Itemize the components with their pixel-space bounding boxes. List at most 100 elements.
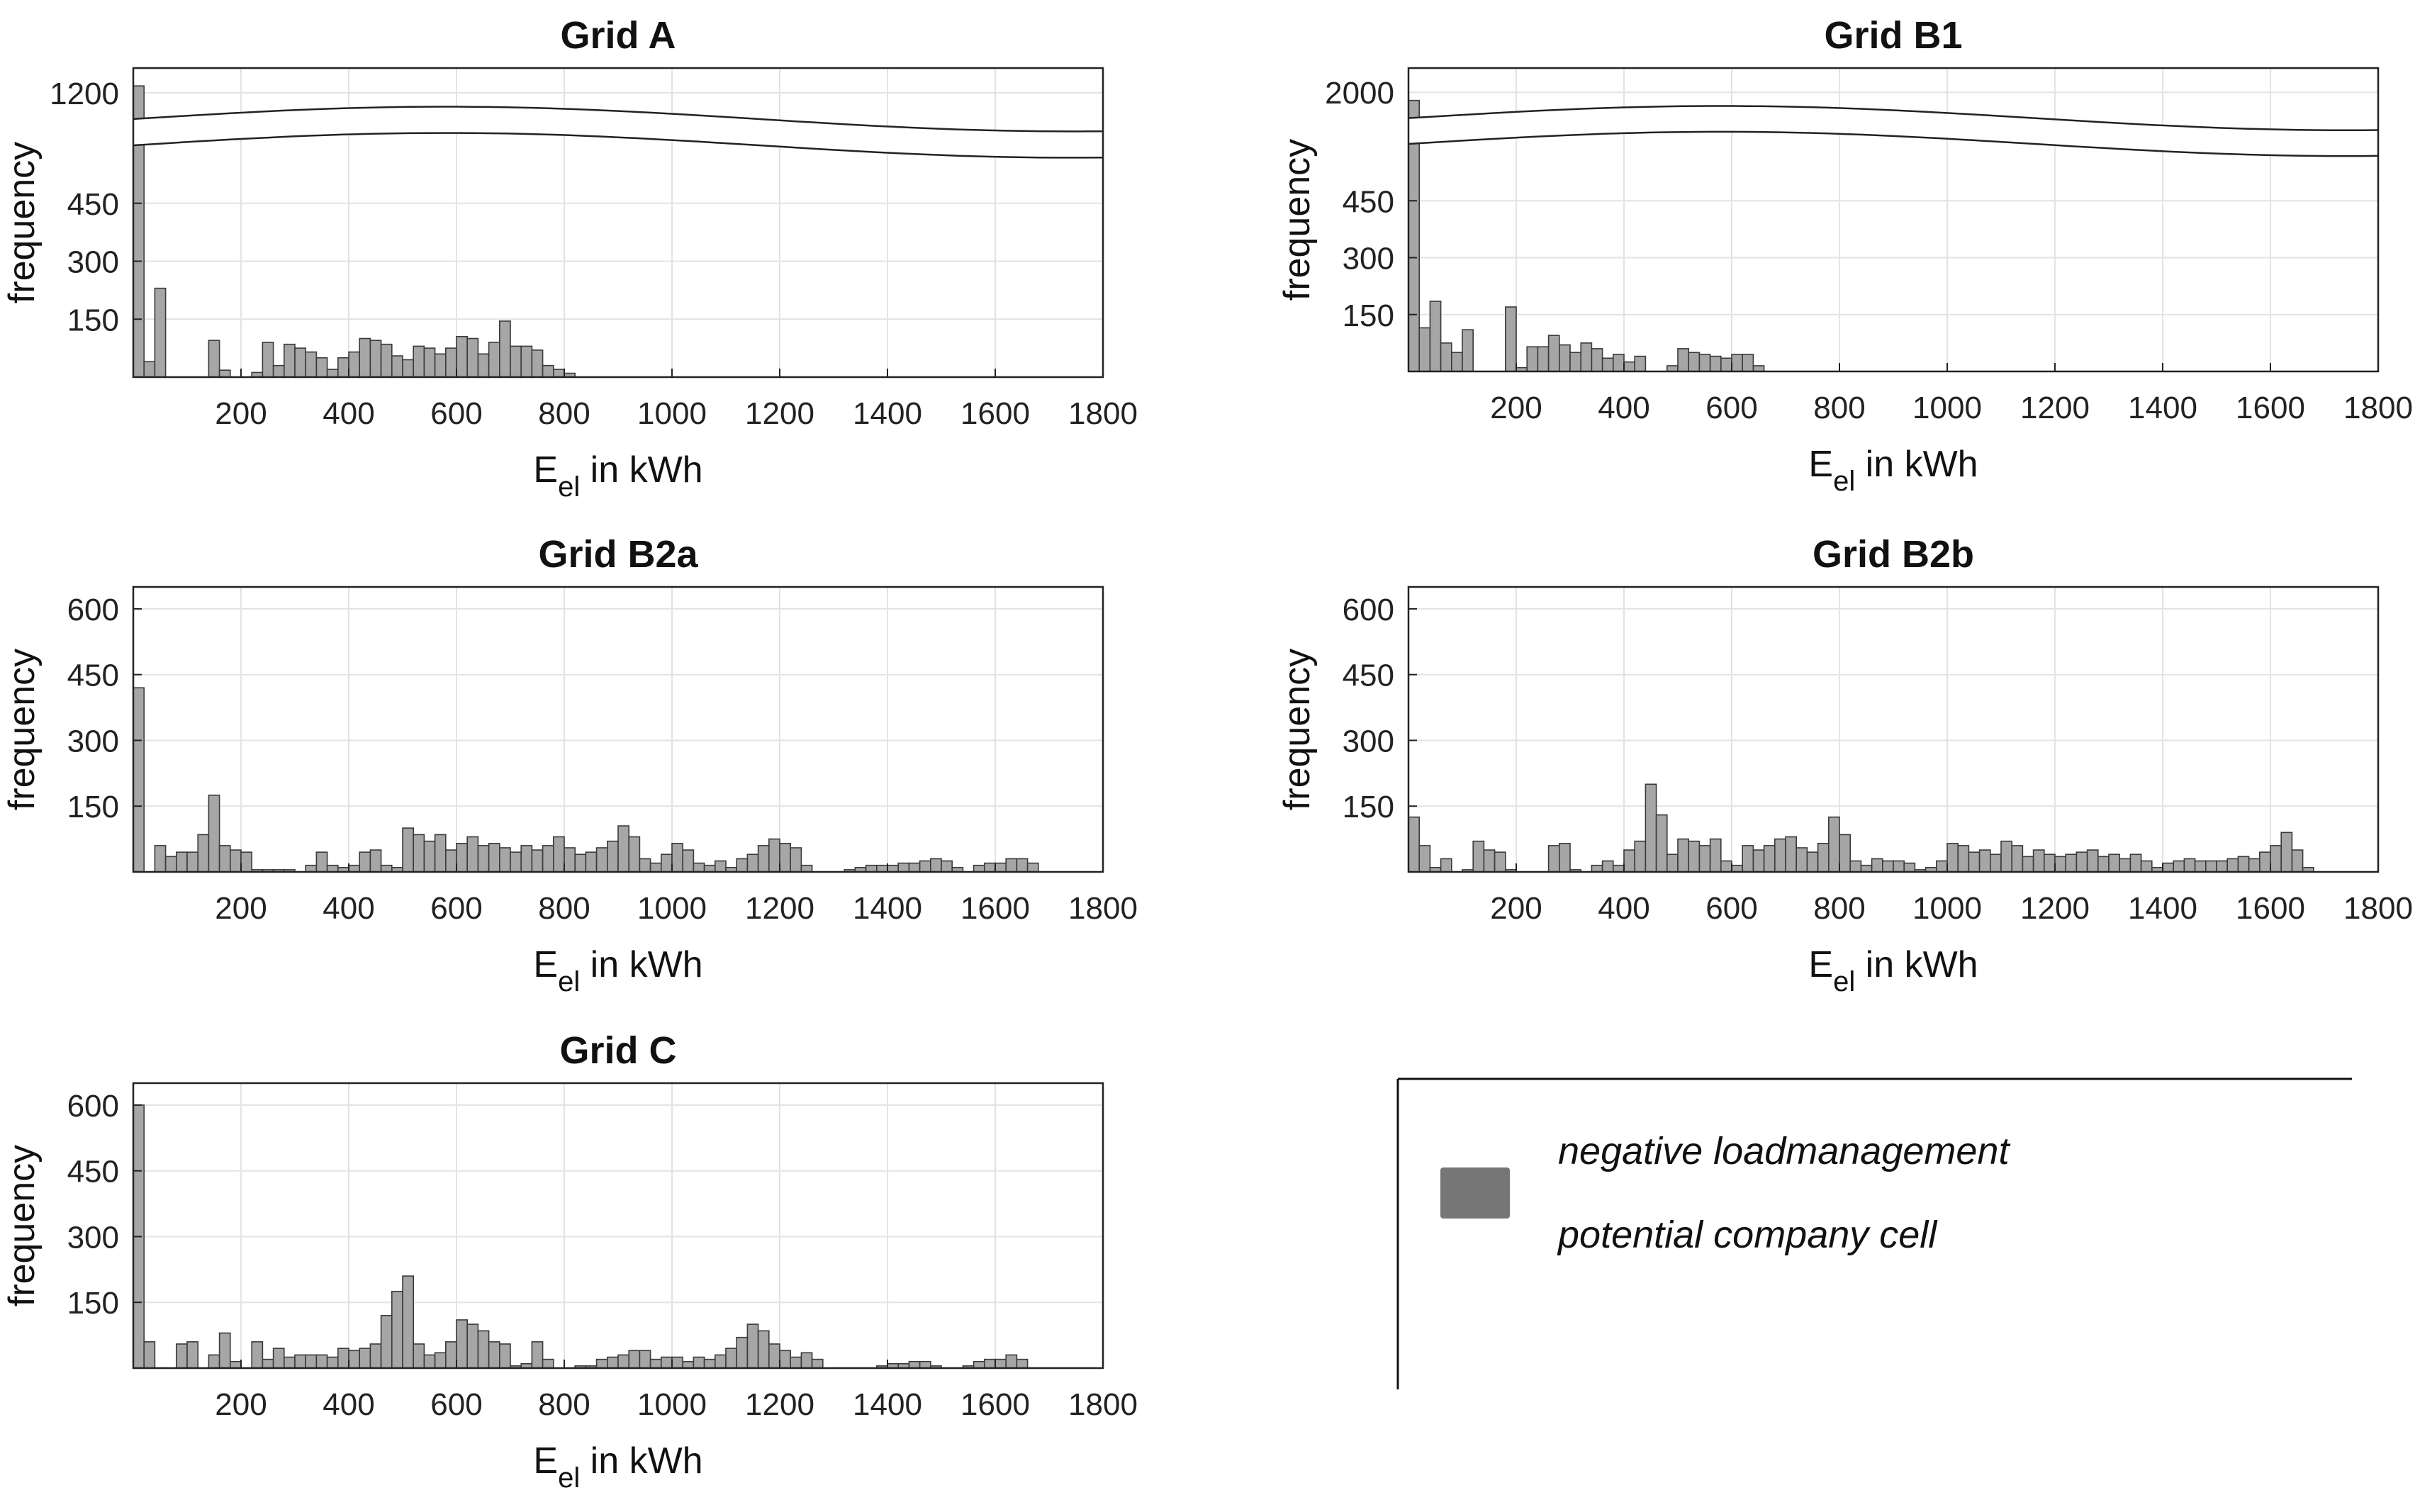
histogram-bar — [790, 847, 802, 873]
x-axis-label-subscript: el — [558, 966, 580, 997]
histogram-bar — [1462, 329, 1474, 372]
chart-grid-b1: 200 400 600 800 1000 1200 1400 1600 1800 150 300 45… — [1277, 14, 2413, 497]
histogram-bar — [272, 1348, 285, 1369]
histogram-bar — [477, 353, 490, 378]
histogram-bar — [1559, 344, 1571, 372]
histogram-bar — [186, 851, 198, 873]
histogram-bar — [154, 845, 167, 873]
y-tick-label: 600 — [1343, 593, 1394, 627]
histogram-bar — [1591, 864, 1603, 873]
x-tick-label: 1800 — [1068, 396, 1138, 431]
y-tick-label: 300 — [1343, 724, 1394, 758]
axis-break-band — [133, 106, 1103, 158]
histogram-bar — [2216, 860, 2228, 873]
x-axis-label: Eel in kWh — [1808, 944, 1978, 997]
histogram-bar — [1569, 352, 1581, 372]
x-tick-label: 1200 — [745, 1387, 814, 1422]
histogram-bar — [1720, 357, 1732, 372]
histogram-bar — [413, 834, 425, 873]
x-tick-label: 400 — [323, 891, 374, 926]
histogram-bar — [488, 1341, 500, 1369]
charts-layer: 200 400 600 800 1000 1200 1400 1600 1800 150 300 45… — [1, 14, 2413, 1494]
histogram-bar — [326, 864, 339, 873]
histogram-bar — [1709, 838, 1722, 873]
x-tick-label: 1400 — [853, 891, 922, 926]
histogram-bar — [908, 862, 921, 873]
histogram-bar — [2205, 860, 2217, 873]
x-tick-label: 1000 — [1912, 891, 1982, 926]
histogram-bar — [919, 1360, 931, 1369]
histogram-bar — [606, 840, 619, 873]
histogram-bar — [498, 1343, 511, 1369]
histogram-bar — [768, 1343, 780, 1369]
histogram-bar — [434, 353, 447, 378]
histogram-bar — [542, 845, 554, 873]
y-tick-label: 300 — [67, 245, 119, 280]
histogram-bar — [402, 359, 414, 378]
histogram-bar — [154, 287, 167, 378]
histogram-bar — [736, 1336, 749, 1369]
histogram-bar — [800, 1352, 813, 1369]
x-axis-label: Eel in kWh — [1808, 444, 1978, 497]
x-tick-label: 200 — [215, 396, 267, 431]
x-axis-label-symbol: E — [533, 449, 558, 491]
chart-title: Grid B1 — [1824, 14, 1962, 57]
x-axis-label-unit: in kWh — [580, 944, 702, 985]
histogram-bar — [1005, 858, 1018, 873]
x-tick-label: 1800 — [1068, 891, 1138, 926]
histogram-bar — [865, 864, 878, 873]
histogram-bar — [1742, 354, 1754, 372]
histogram-bar — [251, 1341, 264, 1369]
histogram-bar — [1742, 845, 1754, 873]
y-axis-label: frequency — [1, 649, 43, 810]
histogram-bar — [520, 345, 533, 378]
histogram-bar — [2173, 860, 2185, 873]
histogram-bar — [1537, 346, 1550, 372]
histogram-bar — [552, 369, 565, 378]
histogram-bar — [531, 1341, 544, 1369]
histogram-bar — [1634, 840, 1647, 873]
histogram-bar — [1968, 851, 1981, 873]
histogram-bar — [133, 687, 145, 873]
histogram-bar — [520, 845, 533, 873]
histogram-bar — [315, 1354, 328, 1369]
histogram-bar — [564, 847, 576, 873]
legend-label-line1: negative loadmanagement — [1558, 1130, 2010, 1172]
histogram-bar — [1893, 860, 1905, 873]
x-axis-label: Eel in kWh — [533, 449, 702, 503]
histogram-bar — [682, 1360, 695, 1369]
axis-break-line-upper — [133, 106, 1104, 133]
histogram-bar — [746, 853, 759, 873]
chart-grid-c: 200 400 600 800 1000 1200 1400 1600 1800 150 300 45… — [1, 1029, 1138, 1494]
y-tick-label: 450 — [67, 1155, 119, 1189]
histogram-bar — [444, 1341, 457, 1369]
histogram-bar — [369, 340, 382, 378]
x-tick-label: 1400 — [853, 1387, 922, 1422]
histogram-bar — [1677, 348, 1689, 372]
histogram-bar — [1871, 858, 1883, 873]
x-tick-label: 600 — [1705, 891, 1757, 926]
plot-area — [133, 1083, 1103, 1368]
x-tick-label: 1000 — [637, 396, 707, 431]
histogram-bar — [262, 1358, 274, 1369]
histogram-bar — [1688, 840, 1701, 873]
x-tick-label: 400 — [323, 396, 374, 431]
histogram-bar — [2248, 858, 2261, 873]
y-tick-label: 600 — [67, 1089, 119, 1124]
histogram-bar — [1494, 851, 1506, 873]
x-tick-label: 400 — [1598, 891, 1649, 926]
x-axis-label-unit: in kWh — [1855, 444, 1978, 485]
histogram-bar — [2054, 856, 2066, 873]
histogram-bar — [768, 838, 780, 873]
axis-break-line-lower — [133, 132, 1104, 159]
axes-frame — [1407, 586, 2380, 873]
y-axis-label: frequency — [1, 142, 43, 303]
histogram-bar — [2076, 851, 2088, 873]
histogram-bar — [477, 1330, 490, 1369]
histogram-bar — [208, 340, 220, 378]
x-tick-label: 600 — [430, 1387, 482, 1422]
histogram-bar — [1957, 845, 1970, 873]
histogram-bar — [262, 342, 274, 378]
histogram-bar — [380, 1314, 393, 1369]
